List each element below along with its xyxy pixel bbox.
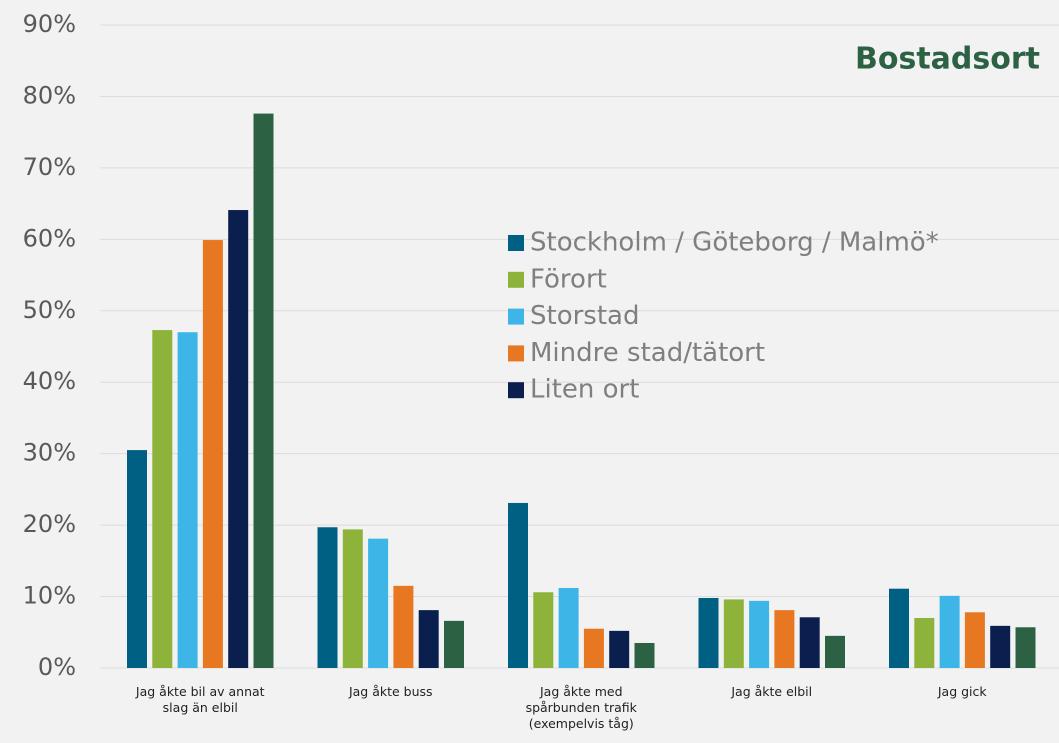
bar (609, 630, 630, 668)
bar (558, 587, 579, 668)
bar (393, 585, 414, 668)
y-tick-label: 60% (23, 224, 76, 252)
x-tick-label: Jag åkte med spårbunden trafik (exempelv… (525, 684, 637, 731)
bar (799, 617, 820, 668)
legend-swatch (508, 345, 524, 362)
y-tick-label: 70% (23, 153, 76, 181)
legend-label: Förort (530, 264, 607, 294)
legend-swatch (508, 308, 524, 325)
bar (228, 210, 249, 668)
x-tick-label: Jag gick (937, 684, 987, 699)
y-tick-label: 80% (23, 81, 76, 109)
bar (825, 635, 845, 668)
x-tick-label: Jag åkte elbil (731, 684, 813, 699)
bar (1015, 627, 1036, 668)
chart-title: Bostadsort (855, 42, 1040, 77)
bar (723, 599, 744, 668)
x-tick-label: Jag åkte bil av annat slag än elbil (135, 684, 265, 715)
bar (914, 617, 935, 668)
legend-label: Liten ort (530, 375, 639, 405)
bar (177, 332, 198, 668)
bar (253, 113, 274, 668)
legend-swatch (508, 271, 524, 288)
y-tick-label: 90% (23, 10, 76, 38)
bar (317, 527, 338, 668)
y-tick-label: 40% (23, 367, 76, 395)
bar (533, 592, 554, 668)
bar (418, 610, 439, 668)
legend-label: Storstad (530, 301, 639, 331)
y-tick-label: 0% (38, 653, 76, 681)
legend-label: Stockholm / Göteborg / Malmö* (530, 228, 939, 258)
bar (749, 600, 770, 668)
bar (152, 330, 173, 668)
bar (889, 588, 909, 668)
bar (508, 502, 528, 668)
legend-swatch (508, 235, 524, 251)
legend-swatch (508, 382, 524, 399)
bar (774, 610, 795, 668)
bar (342, 529, 363, 668)
bar (583, 628, 604, 668)
bar (698, 597, 719, 668)
bar (127, 450, 147, 668)
bar (444, 620, 464, 668)
bar (990, 625, 1011, 668)
bar (634, 642, 655, 668)
y-tick-label: 20% (23, 510, 76, 538)
legend-label: Mindre stad/tätort (530, 338, 765, 368)
x-tick-label: Jag åkte buss (348, 684, 433, 699)
y-tick-label: 30% (23, 439, 76, 467)
bar (368, 538, 389, 668)
y-tick-label: 10% (23, 582, 76, 610)
bar (964, 612, 985, 668)
bar (202, 240, 223, 668)
y-tick-label: 50% (23, 296, 76, 324)
bar (939, 595, 960, 668)
